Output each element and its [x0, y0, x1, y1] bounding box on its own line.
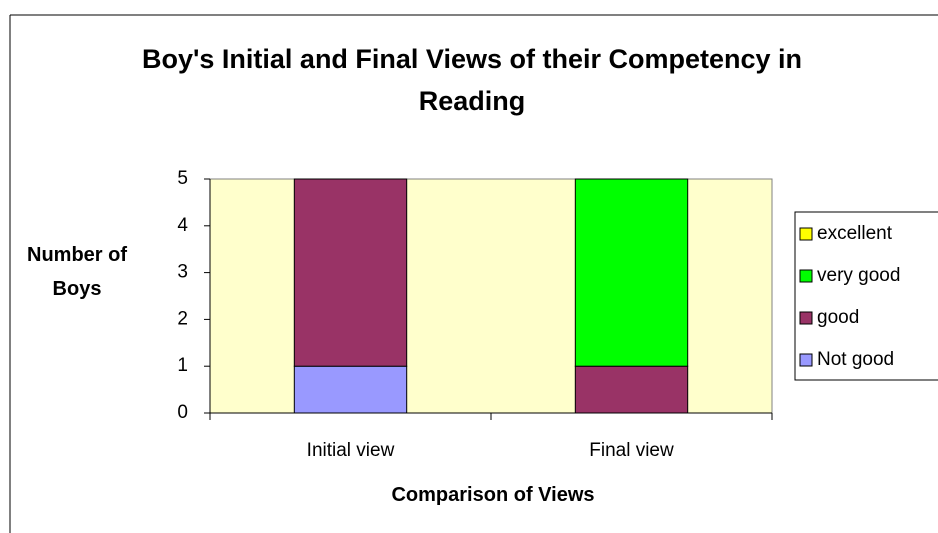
y-tick-label: 1 — [177, 355, 188, 376]
y-tick-label: 3 — [177, 262, 188, 283]
legend-box — [794, 211, 938, 381]
legend-label: very good — [817, 265, 900, 286]
legend-swatch — [799, 353, 813, 367]
x-tick-label: Final view — [589, 440, 674, 461]
chart-title: Boy's Initial and Final Views of their C… — [141, 44, 803, 116]
bar-segment — [293, 365, 408, 414]
x-tick-label: Initial view — [307, 440, 395, 461]
legend-swatch — [799, 227, 813, 241]
legend-swatch — [799, 269, 813, 283]
y-tick-label: 4 — [177, 215, 188, 236]
legend-label: good — [817, 307, 859, 328]
bar-segment — [574, 178, 689, 367]
bar-segment — [293, 178, 408, 367]
x-axis-label: Comparison of Views — [391, 484, 595, 506]
legend-label: excellent — [817, 223, 893, 244]
y-tick-label: 0 — [177, 402, 188, 423]
legend-label: Not good — [817, 349, 894, 370]
legend-swatch — [799, 311, 813, 325]
y-axis-label: Number of Boys — [27, 244, 127, 300]
y-tick-label: 2 — [177, 308, 188, 329]
bar-segment — [574, 365, 689, 414]
y-tick-label: 5 — [177, 168, 188, 189]
